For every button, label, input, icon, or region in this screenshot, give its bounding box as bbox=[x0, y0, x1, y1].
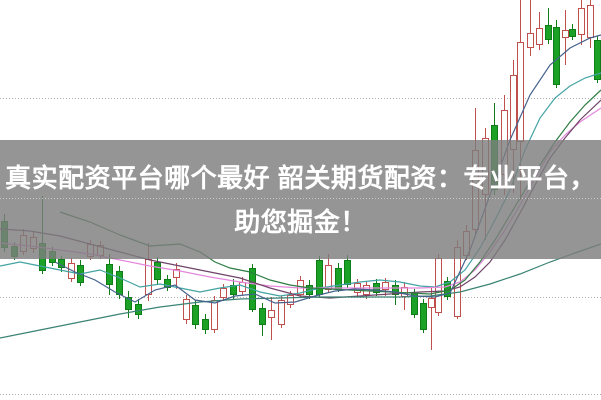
candle-up bbox=[536, 28, 543, 45]
ma-steelblue bbox=[54, 34, 601, 304]
candle-down bbox=[154, 262, 161, 280]
candle-up bbox=[278, 300, 285, 325]
candle-up bbox=[287, 295, 294, 305]
candle-up bbox=[220, 288, 227, 298]
candle-down bbox=[420, 303, 427, 330]
banner-title-line2: 助您掘金！ bbox=[234, 206, 367, 237]
candle-down bbox=[569, 29, 576, 37]
candle-up bbox=[173, 269, 180, 278]
banner-title-line1: 真实配资平台哪个最好 韶关期货配资：专业平台， bbox=[5, 162, 596, 193]
gridline bbox=[0, 394, 601, 395]
gridline-through-banner bbox=[0, 198, 601, 199]
candle-up bbox=[382, 282, 389, 290]
candle-down bbox=[553, 27, 560, 85]
candle-down bbox=[202, 319, 209, 330]
candle-up bbox=[527, 33, 534, 48]
candle-up bbox=[183, 299, 190, 320]
candle-down bbox=[192, 305, 199, 325]
candle-wick bbox=[431, 288, 432, 350]
candle-up bbox=[562, 30, 569, 38]
candle-down bbox=[135, 304, 142, 315]
promo-banner-overlay: 真实配资平台哪个最好 韶关期货配资：专业平台， 助您掘金！ bbox=[0, 140, 601, 259]
candle-up bbox=[268, 310, 275, 318]
gridline bbox=[0, 98, 601, 99]
candle-down bbox=[545, 25, 552, 40]
banner-clipped-character: ！ bbox=[0, 166, 8, 196]
candle-wick bbox=[530, 0, 531, 56]
candle-down bbox=[392, 285, 399, 295]
candle-up bbox=[578, 8, 585, 35]
candle-down bbox=[164, 279, 171, 288]
candle-wick bbox=[271, 297, 272, 340]
candle-up bbox=[428, 298, 435, 308]
candle-down bbox=[259, 308, 266, 325]
candle-down bbox=[125, 297, 132, 310]
candle-down bbox=[344, 260, 351, 285]
ma-slowteal bbox=[0, 243, 601, 339]
candle-up bbox=[68, 263, 75, 279]
